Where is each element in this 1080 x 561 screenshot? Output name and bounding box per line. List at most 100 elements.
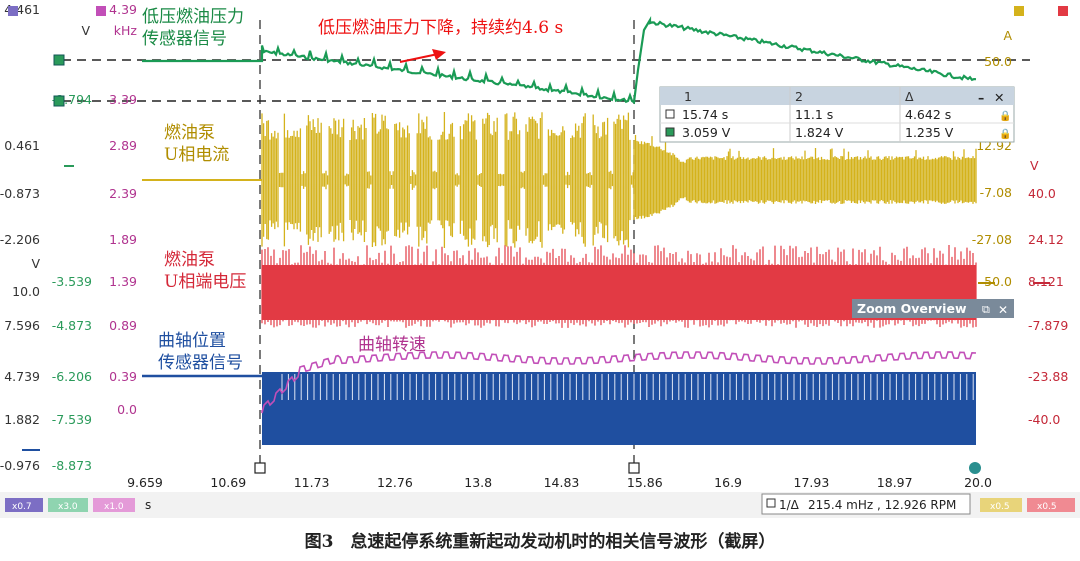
gold-label-line1: 燃油泵 [164,123,215,143]
x-axis-tick: 13.8 [464,475,492,490]
cursor-table-header-3: Δ [905,89,914,104]
annotation-text: 低压燃油压力下降，持续约4.6 s [318,18,563,38]
close-icon[interactable]: ✕ [998,303,1008,317]
right-axis-red-label: -23.88 [1028,369,1068,384]
left-axis-1-label: -0.976 [0,458,40,473]
ch-gold-scale-chip[interactable] [980,498,1022,512]
right-axis-red-label: -40.0 [1028,412,1060,427]
crank-position-band [262,372,976,445]
restore-icon[interactable]: ⧉ [982,303,990,316]
pump-current-waveform [261,112,977,248]
fuel-pressure-waveform [142,16,977,105]
gold-label-line2: U相电流 [164,145,229,165]
crank-speed-waveform [261,351,977,414]
red-label-line1: 燃油泵 [164,250,215,270]
x-axis-tick: 18.97 [877,475,913,490]
x-axis-tick: 14.83 [544,475,580,490]
left-axis-3-label: 0.89 [109,318,137,333]
pump-current-trace [142,112,977,248]
x-axis-tick: 10.69 [210,475,246,490]
left-axis-1-label: 10.0 [12,284,40,299]
left-axis-1-label: 1.882 [4,412,40,427]
right-axis-red-label: 24.12 [1028,232,1064,247]
cursor-row1-col3: 4.642 s [905,107,951,122]
x-axis-tick: 17.93 [794,475,830,490]
left-axis-1-label: V [81,23,90,38]
left-axis-2-label: -3.539 [52,274,92,289]
x-axis-tick: 9.659 [127,475,163,490]
ch-red-scale: x0.5 [1037,502,1057,512]
ch2-scale: x3.0 [58,502,78,512]
ch1-color-marker[interactable] [8,6,18,16]
left-axis-3-label: 2.39 [109,186,137,201]
ch2-scale-chip[interactable] [48,498,88,512]
lock-icon[interactable]: 🔒 [999,110,1011,122]
x-axis-tick: 20.0 [964,475,992,490]
cursor-row2-col1: 3.059 V [682,125,731,140]
ch3-color-marker[interactable] [96,6,106,16]
pump-voltage-spikes [261,245,977,328]
crank-teeth-marks [281,374,974,400]
right-axis-gold-label: -27.08 [972,232,1012,247]
annotation-arrow [399,53,439,63]
left-axis-3-label: 0.0 [117,402,137,417]
right-axis-gold-label: -50.0 [980,274,1012,289]
end-marker[interactable] [969,462,981,474]
right-axis-gold-label: A [1003,28,1012,43]
left-axis-2-label: -8.873 [52,458,92,473]
cursor-table-header-2: 2 [795,89,803,104]
right-axis-red-label: V [1030,158,1039,173]
cursor-1-handle[interactable] [254,462,266,474]
right-axis-red: V 40.0 24.12 8.121 -7.879 -23.88 -40.0 [1028,158,1068,427]
ch-red-scale-chip[interactable] [1027,498,1075,512]
green-label-line1: 低压燃油压力 [142,7,244,27]
blue-label-line2: 传感器信号 [158,353,243,373]
left-axis-2: -2.794-3.539-4.873-6.206-7.539-8.873 [52,92,92,473]
close-icon[interactable]: ✕ [994,90,1004,105]
left-axis-3-label: 4.39 [109,2,137,17]
cursor-row1-col1: 15.74 s [682,107,728,122]
cursor-table: 1 2 Δ – ✕ 15.74 s 11.1 s 4.642 s 3.059 V… [659,86,1015,143]
x-axis-tick: 15.86 [627,475,663,490]
minimize-icon[interactable]: – [978,90,984,105]
cursor-2-handle[interactable] [628,462,640,474]
right-axis-red-label: 40.0 [1028,186,1056,201]
ch-gold-color-marker[interactable] [1014,6,1024,16]
left-axis-1-label: 7.596 [4,318,40,333]
left-axis-1-label: -0.873 [0,186,40,201]
green-label-line2: 传感器信号 [142,29,227,49]
zoom-overview-panel[interactable]: Zoom Overview ⧉ ✕ [852,299,1014,318]
crank-speed-label: 曲轴转速 [358,335,426,355]
ch1-scale: x0.7 [12,502,32,512]
ch-red-color-marker[interactable] [1058,6,1068,16]
ch3-scale: x1.0 [104,502,124,512]
right-axis-red-label: -7.879 [1028,318,1068,333]
x-axis: 9.659 10.69 11.73 12.76 13.8 14.83 15.86 16.9 17… [127,475,992,490]
left-axis-3: 4.39 kHz 3.39 2.89 2.39 1.89 1.39 0.89 0.39 0.0 [109,2,137,417]
lock-icon[interactable]: 🔒 [999,128,1011,140]
left-axis-1: 4.461V0.461-0.873-2.206V10.07.5964.7391.… [0,2,90,473]
cursor-row1-col2: 11.1 s [795,107,833,122]
left-axis-2-label: -4.873 [52,318,92,333]
time-unit: s [145,498,151,512]
blue-label-line1: 曲轴位置 [158,331,226,351]
x-axis-tick: 16.9 [714,475,742,490]
cursor-row2-col2: 1.824 V [795,125,844,140]
left-axis-2-label: -7.539 [52,412,92,427]
ch1-scale-chip[interactable] [5,498,43,512]
right-axis-gold-label: 50.0 [984,54,1012,69]
left-axis-3-label: 1.89 [109,232,137,247]
red-label-line2: U相端电压 [164,272,246,292]
left-axis-3-label: 0.39 [109,369,137,384]
cursor-marker-lower[interactable] [53,95,65,107]
left-axis-1-label: 4.739 [4,369,40,384]
cursor-table-header-1: 1 [684,89,692,104]
ch3-scale-chip[interactable] [93,498,135,512]
status-bar: x0.7 x3.0 x1.0 s 1/Δ 215.4 mHz , 12.926 … [0,492,1080,518]
left-axis-3-label: 3.39 [109,92,137,107]
left-axis-1-label: 0.461 [4,138,40,153]
measurement-prefix: 1/Δ [779,498,800,512]
left-axis-3-label: kHz [114,23,138,38]
cursor-marker-upper[interactable] [53,54,65,66]
